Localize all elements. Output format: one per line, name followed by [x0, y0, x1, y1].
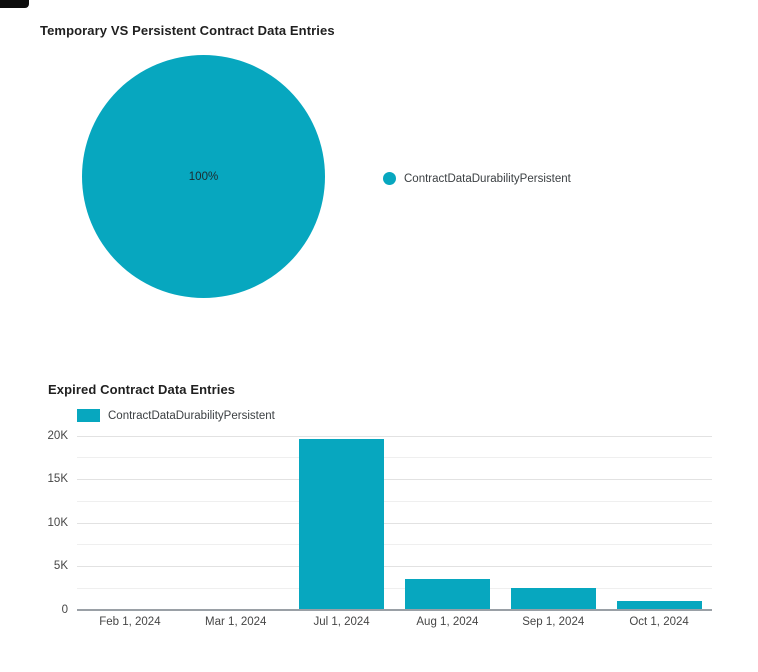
- gridline-major: [77, 435, 712, 437]
- pie-slice-label: 100%: [188, 170, 219, 183]
- x-axis-baseline: [77, 609, 712, 611]
- bar-aug-1-2024[interactable]: [404, 579, 490, 610]
- x-axis-label: Aug 1, 2024: [416, 616, 479, 628]
- gridline-major: [77, 479, 712, 480]
- bar-jul-1-2024[interactable]: [299, 439, 385, 610]
- pie-chart[interactable]: 100%: [82, 55, 325, 298]
- y-axis-label: 0: [61, 603, 68, 616]
- x-axis-label: Oct 1, 2024: [629, 616, 689, 628]
- pie-legend-label: ContractDataDurabilityPersistent: [404, 172, 571, 185]
- gridline-minor: [77, 500, 712, 502]
- y-axis-label: 5K: [53, 560, 68, 572]
- legend-dot-icon: [383, 172, 396, 185]
- bar-legend-label: ContractDataDurabilityPersistent: [108, 409, 275, 422]
- gridline-minor: [77, 544, 712, 546]
- x-axis-label: Sep 1, 2024: [522, 616, 585, 628]
- bar-chart-title: Expired Contract Data Entries: [48, 382, 236, 397]
- legend-swatch-icon: [77, 409, 100, 422]
- pie-chart-title: Temporary VS Persistent Contract Data En…: [40, 23, 335, 38]
- pie-legend[interactable]: ContractDataDurabilityPersistent: [383, 172, 571, 185]
- bar-chart-legend[interactable]: ContractDataDurabilityPersistent: [77, 409, 275, 422]
- bar-oct-1-2024[interactable]: [616, 601, 702, 610]
- x-axis-label: Mar 1, 2024: [205, 616, 267, 628]
- y-axis-label: 20K: [47, 429, 68, 442]
- y-axis-label: 15K: [47, 473, 68, 485]
- bar-sep-1-2024[interactable]: [510, 588, 596, 610]
- screen-corner-artifact: [0, 0, 29, 8]
- gridline-minor: [77, 457, 712, 459]
- y-axis-label: 10K: [47, 516, 68, 529]
- gridline-minor: [77, 587, 712, 589]
- gridline-major: [77, 522, 712, 524]
- gridline-major: [77, 566, 712, 567]
- x-axis-label: Feb 1, 2024: [99, 616, 161, 628]
- x-axis-label: Jul 1, 2024: [313, 616, 370, 628]
